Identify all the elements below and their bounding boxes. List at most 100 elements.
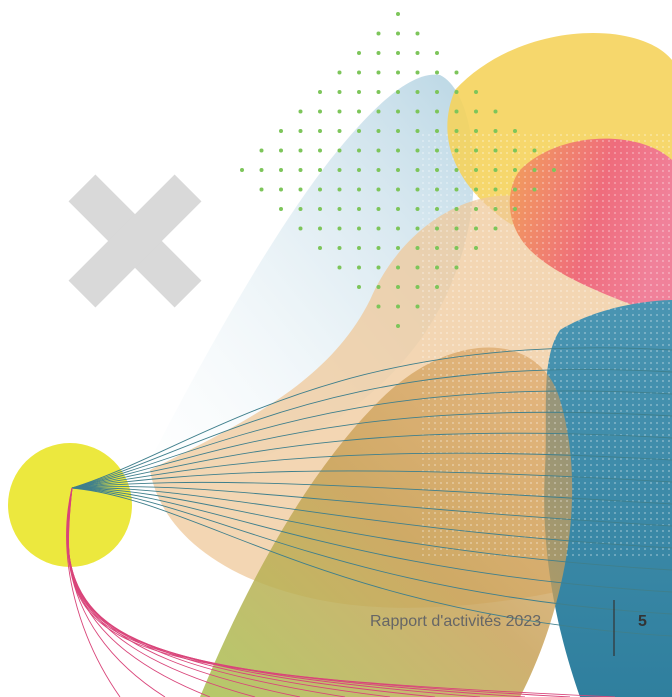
green-dot [396, 226, 400, 231]
green-dot [376, 129, 381, 133]
green-dot [376, 70, 381, 75]
green-dot [318, 148, 322, 153]
green-dot [337, 109, 342, 114]
green-dot [415, 285, 420, 289]
green-dot [435, 90, 439, 94]
green-dot [376, 187, 381, 192]
green-dot [474, 148, 478, 153]
green-dot [357, 265, 361, 270]
green-dot [357, 226, 361, 231]
green-dot [454, 246, 459, 250]
green-dot [435, 70, 439, 75]
line-fan [66, 347, 672, 697]
green-dot [435, 168, 439, 172]
green-dot [493, 129, 498, 133]
green-dot [357, 207, 361, 211]
green-dot [357, 187, 361, 192]
fan-line [71, 368, 672, 489]
green-dot [435, 285, 439, 289]
green-dot [298, 207, 303, 211]
green-dot [474, 246, 478, 250]
green-dot [396, 148, 400, 153]
fan-line [71, 452, 672, 489]
green-dot [337, 129, 342, 133]
green-dot [474, 226, 478, 231]
green-dot [454, 207, 459, 211]
green-dot [415, 31, 420, 36]
green-dot [259, 168, 264, 172]
green-dot [415, 90, 420, 94]
green-dot [552, 168, 556, 172]
green-dot [415, 148, 420, 153]
green-dot [415, 226, 420, 231]
green-dot [357, 148, 361, 153]
green-dot [318, 168, 322, 172]
green-dot [259, 148, 264, 153]
green-dot [435, 129, 439, 133]
report-title: Rapport d'activités 2023 [370, 613, 541, 630]
green-dot [474, 129, 478, 133]
fan-line [71, 411, 672, 489]
green-dot [474, 207, 478, 211]
green-dot [474, 90, 478, 94]
green-dot [493, 207, 498, 211]
green-dot [415, 129, 420, 133]
green-dot [318, 207, 322, 211]
green-dot [513, 148, 517, 153]
green-dot [532, 168, 537, 172]
fan-line [71, 487, 672, 549]
green-dot [259, 187, 264, 192]
green-dot [318, 90, 322, 94]
green-dot [337, 90, 342, 94]
green-dot [357, 90, 361, 94]
green-dot [415, 70, 420, 75]
green-dot [454, 70, 459, 75]
green-dot [415, 187, 420, 192]
green-dot [454, 168, 459, 172]
green-dot [454, 226, 459, 231]
green-dot [454, 265, 459, 270]
green-dot [474, 187, 478, 192]
green-dot [318, 246, 322, 250]
green-dot [337, 207, 342, 211]
green-dot [396, 90, 400, 94]
green-dot [415, 109, 420, 114]
fan-line [71, 486, 672, 527]
green-dot [376, 226, 381, 231]
green-dot [298, 129, 303, 133]
green-dot [415, 51, 420, 55]
green-dot [376, 246, 381, 250]
green-dot [415, 246, 420, 250]
green-dot [435, 226, 439, 231]
green-dot [396, 187, 400, 192]
green-dot [513, 168, 517, 172]
green-dot [357, 70, 361, 75]
green-dot [435, 109, 439, 114]
green-dot [337, 70, 342, 75]
green-dot [357, 168, 361, 172]
green-dot [337, 246, 342, 250]
fan-line [71, 487, 672, 637]
green-dot [454, 148, 459, 153]
green-dot [337, 168, 342, 172]
green-dot [454, 90, 459, 94]
dot-texture [420, 130, 672, 560]
fan-line [71, 487, 672, 571]
green-dot [376, 285, 381, 289]
green-dot [318, 226, 322, 231]
green-dot [493, 187, 498, 192]
green-dot [357, 51, 361, 55]
green-dot [396, 168, 400, 172]
green-dot [337, 148, 342, 153]
green-dot [396, 31, 400, 36]
green-dot [435, 51, 439, 55]
green-dot [240, 168, 244, 172]
green-dot [396, 70, 400, 75]
green-dot [396, 12, 400, 16]
green-dot [532, 148, 537, 153]
fan-line [71, 487, 672, 593]
green-dot [396, 265, 400, 270]
green-dot [376, 148, 381, 153]
